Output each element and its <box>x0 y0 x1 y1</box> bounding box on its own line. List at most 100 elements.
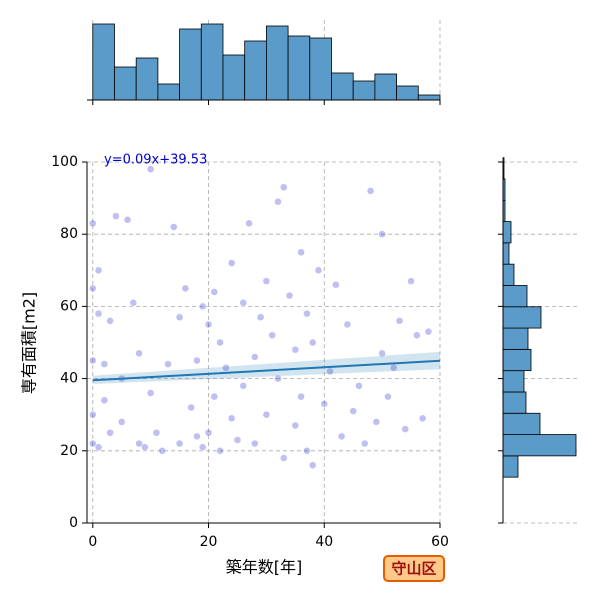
histogram-bar <box>502 434 577 457</box>
scatter-point <box>361 439 369 448</box>
histogram-bar <box>374 73 397 101</box>
scatter-point <box>100 396 109 405</box>
scatter-point <box>378 349 386 358</box>
scatter-point <box>89 284 97 293</box>
x-axis-label: 築年数[年] <box>226 558 303 577</box>
histogram-bar <box>502 455 519 478</box>
histogram-bar <box>287 35 311 101</box>
badge: 守山区 <box>391 560 436 578</box>
scatter-point <box>123 216 132 224</box>
scatter-point <box>239 299 247 307</box>
histogram-bar <box>502 285 528 308</box>
histogram-bar <box>114 66 137 101</box>
y-tick-label: 60 <box>60 298 78 314</box>
histogram-bar <box>309 37 332 101</box>
scatter-point <box>233 436 242 444</box>
scatter-point <box>89 219 97 228</box>
scatter-point <box>262 277 271 285</box>
y-tick-label: 80 <box>60 226 78 242</box>
scatter-point <box>291 421 300 430</box>
scatter-point <box>297 392 305 401</box>
scatter-point <box>320 400 329 408</box>
scatter-point <box>141 443 149 451</box>
scatter-point <box>210 392 219 401</box>
scatter-point <box>297 248 305 256</box>
scatter-point <box>303 309 311 318</box>
scatter-point <box>227 414 236 423</box>
scatter-point <box>129 299 138 307</box>
scatter-point <box>274 374 282 383</box>
scatter-point <box>256 313 265 321</box>
confidence-band <box>92 351 440 385</box>
scatter-point <box>424 327 433 336</box>
scatter-point <box>366 187 375 195</box>
scatter-point <box>146 389 155 397</box>
scatter-point <box>94 309 103 318</box>
scatter-point <box>94 266 103 275</box>
histogram-bar <box>502 327 529 350</box>
scatter-point <box>349 407 357 415</box>
y-tick-label: 100 <box>51 154 78 170</box>
scatter-point <box>343 320 352 329</box>
scatter-point <box>198 443 207 451</box>
scatter-point <box>268 331 276 340</box>
scatter-point <box>239 382 247 390</box>
scatter-point <box>280 454 288 462</box>
y-tick-label: 0 <box>69 515 78 531</box>
scatter-point <box>245 219 253 228</box>
scatter-point <box>204 429 213 437</box>
x-tick-label: 0 <box>88 534 97 550</box>
histogram-bar <box>502 221 512 244</box>
histogram-bar <box>502 242 510 265</box>
histogram-bar <box>352 80 376 101</box>
scatter-point <box>308 338 317 347</box>
histogram-bar <box>396 85 419 101</box>
scatter-point <box>89 410 97 419</box>
scatter-point <box>89 439 97 448</box>
histogram-bar <box>244 40 267 101</box>
scatter-point <box>193 356 201 365</box>
scatter-point <box>372 418 381 426</box>
scatter-point <box>175 439 184 448</box>
scatter-point <box>285 291 294 300</box>
badge-box <box>383 555 445 582</box>
scatter-point <box>303 447 311 455</box>
histogram-bar <box>331 72 354 101</box>
histogram-bar <box>502 391 527 414</box>
fit-equation: y=0.09x+39.53 <box>104 153 207 168</box>
histogram-bar <box>502 263 515 286</box>
scatter-point <box>413 331 421 340</box>
histogram-bar <box>222 54 246 101</box>
y-tick-label: 20 <box>60 443 78 459</box>
scatter-point <box>89 356 97 365</box>
scatter-point <box>175 313 184 321</box>
scatter-point <box>158 447 166 455</box>
y-axis-label: 専有面積[m2] <box>20 292 39 394</box>
histogram-bar <box>502 370 525 393</box>
scatter-point <box>187 403 195 412</box>
scatter-point <box>418 414 427 423</box>
y-tick-label: 40 <box>60 371 78 387</box>
scatter-point <box>222 364 230 372</box>
scatter-point <box>204 320 213 329</box>
scatter-point <box>193 432 201 441</box>
histogram-bar <box>417 94 441 101</box>
x-tick-label: 60 <box>431 534 449 550</box>
histogram-bar <box>502 348 532 372</box>
scatter-point <box>170 223 178 231</box>
scatter-point <box>291 345 300 354</box>
scatter-point <box>395 317 404 325</box>
scatter-point <box>117 418 126 426</box>
scatter-point <box>112 212 120 220</box>
scatter-point <box>227 259 236 267</box>
histogram-bar <box>179 28 202 101</box>
scatter-point <box>216 338 224 347</box>
scatter-point <box>164 360 172 368</box>
scatter-point <box>106 317 114 325</box>
scatter-point <box>251 439 259 448</box>
scatter-point <box>198 302 207 311</box>
scatter-point <box>135 439 143 448</box>
scatter-point <box>308 461 317 469</box>
scatter-point <box>251 353 259 361</box>
